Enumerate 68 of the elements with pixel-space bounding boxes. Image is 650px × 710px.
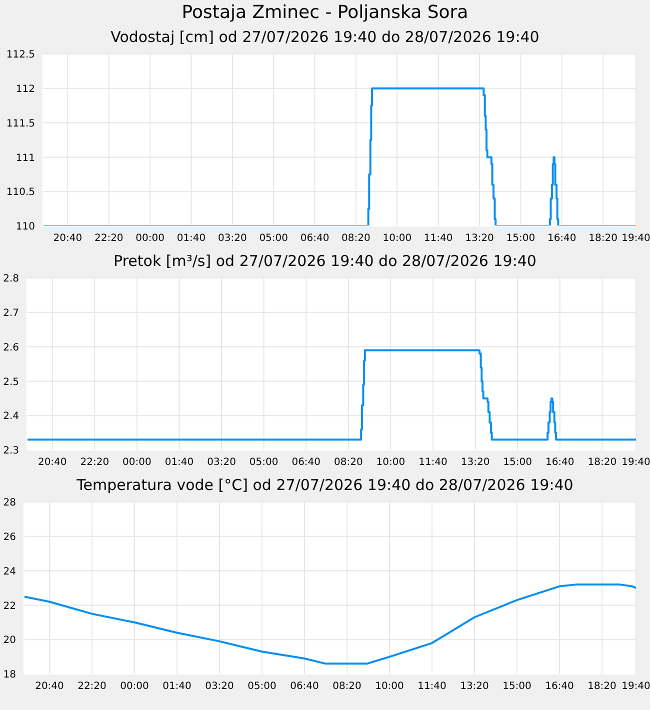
x-tick-label: 03:20: [207, 457, 236, 468]
x-tick-label: 05:00: [259, 233, 288, 244]
chart-title: Temperatura vode [°C] od 27/07/2026 19:40 do 28/07/2026 19:40: [76, 475, 574, 496]
x-tick-label: 11:40: [418, 457, 448, 468]
x-tick-label: 16:40: [545, 457, 574, 468]
y-tick-label: 24: [3, 566, 16, 578]
x-tick-label: 11:40: [418, 681, 446, 692]
x-tick-label: 15:00: [506, 233, 536, 244]
x-tick-label: 00:00: [136, 233, 164, 244]
y-tick-label: 112: [16, 84, 35, 95]
x-tick-label: 03:20: [205, 681, 234, 692]
x-tick-label: 03:20: [218, 233, 247, 244]
x-tick-label: 16:40: [547, 233, 576, 244]
y-tick-label: 2.7: [3, 308, 19, 319]
x-tick-label: 22:20: [80, 457, 110, 468]
y-tick-label: 20: [3, 635, 16, 646]
x-tick-label: 01:40: [164, 457, 194, 468]
x-tick-label: 18:20: [588, 681, 616, 692]
y-tick-label: 111.5: [6, 118, 35, 130]
y-tick-label: 2.8: [3, 274, 19, 285]
chart-subtitle: Vodostaj [cm] od 27/07/2026 19:40 do 28/07/2026 19:40: [110, 27, 540, 48]
x-tick-label: 08:20: [334, 457, 363, 468]
x-tick-label: 19:40: [622, 457, 650, 468]
x-tick-label: 19:40: [622, 681, 650, 692]
x-tick-label: 15:00: [503, 457, 532, 468]
x-tick-label: 08:20: [342, 233, 370, 244]
y-tick-label: 2.6: [3, 342, 19, 354]
x-tick-label: 20:40: [38, 457, 67, 468]
x-tick-label: 08:20: [332, 681, 362, 692]
y-tick-label: 22: [3, 600, 16, 612]
x-tick-label: 06:40: [292, 457, 321, 468]
x-tick-label: 16:40: [545, 681, 574, 692]
x-tick-label: 22:20: [94, 233, 124, 244]
x-tick-label: 20:40: [53, 233, 82, 244]
x-tick-label: 20:40: [35, 681, 64, 692]
y-tick-label: 110.5: [6, 187, 35, 198]
x-tick-label: 10:00: [376, 457, 406, 468]
x-tick-label: 13:20: [460, 457, 490, 468]
x-tick-label: 11:40: [424, 233, 453, 244]
x-tick-label: 10:00: [375, 681, 404, 692]
y-tick-label: 2.3: [3, 446, 19, 457]
x-tick-label: 01:40: [176, 233, 206, 244]
y-tick-label: 2.4: [3, 411, 19, 422]
y-tick-label: 28: [3, 498, 16, 509]
x-tick-label: 19:40: [622, 233, 650, 244]
x-tick-label: 06:40: [290, 681, 319, 692]
y-tick-label: 110: [16, 222, 35, 233]
y-tick-label: 18: [3, 670, 16, 681]
y-tick-label: 112.5: [6, 50, 35, 61]
x-tick-label: 13:20: [460, 681, 489, 692]
chart-title: Pretok [m³/s] od 27/07/2026 19:40 do 28/07/2026 19:40: [112, 251, 538, 272]
y-tick-label: 26: [3, 532, 16, 543]
x-tick-label: 00:00: [120, 681, 149, 692]
y-tick-label: 2.5: [3, 376, 19, 388]
x-tick-label: 15:00: [502, 681, 532, 692]
x-tick-label: 22:20: [78, 681, 106, 692]
x-tick-label: 05:00: [248, 681, 276, 692]
chart-title: Postaja Zminec - Poljanska Sora: [180, 1, 470, 25]
x-tick-label: 10:00: [382, 233, 412, 244]
x-tick-label: 13:20: [465, 233, 494, 244]
x-tick-label: 18:20: [588, 233, 618, 244]
x-tick-label: 01:40: [162, 681, 192, 692]
x-tick-label: 05:00: [249, 457, 278, 468]
x-tick-label: 18:20: [588, 457, 617, 468]
x-tick-label: 00:00: [122, 457, 152, 468]
y-tick-label: 111: [16, 152, 35, 164]
line-series: [24, 584, 636, 665]
x-tick-label: 06:40: [300, 233, 330, 244]
